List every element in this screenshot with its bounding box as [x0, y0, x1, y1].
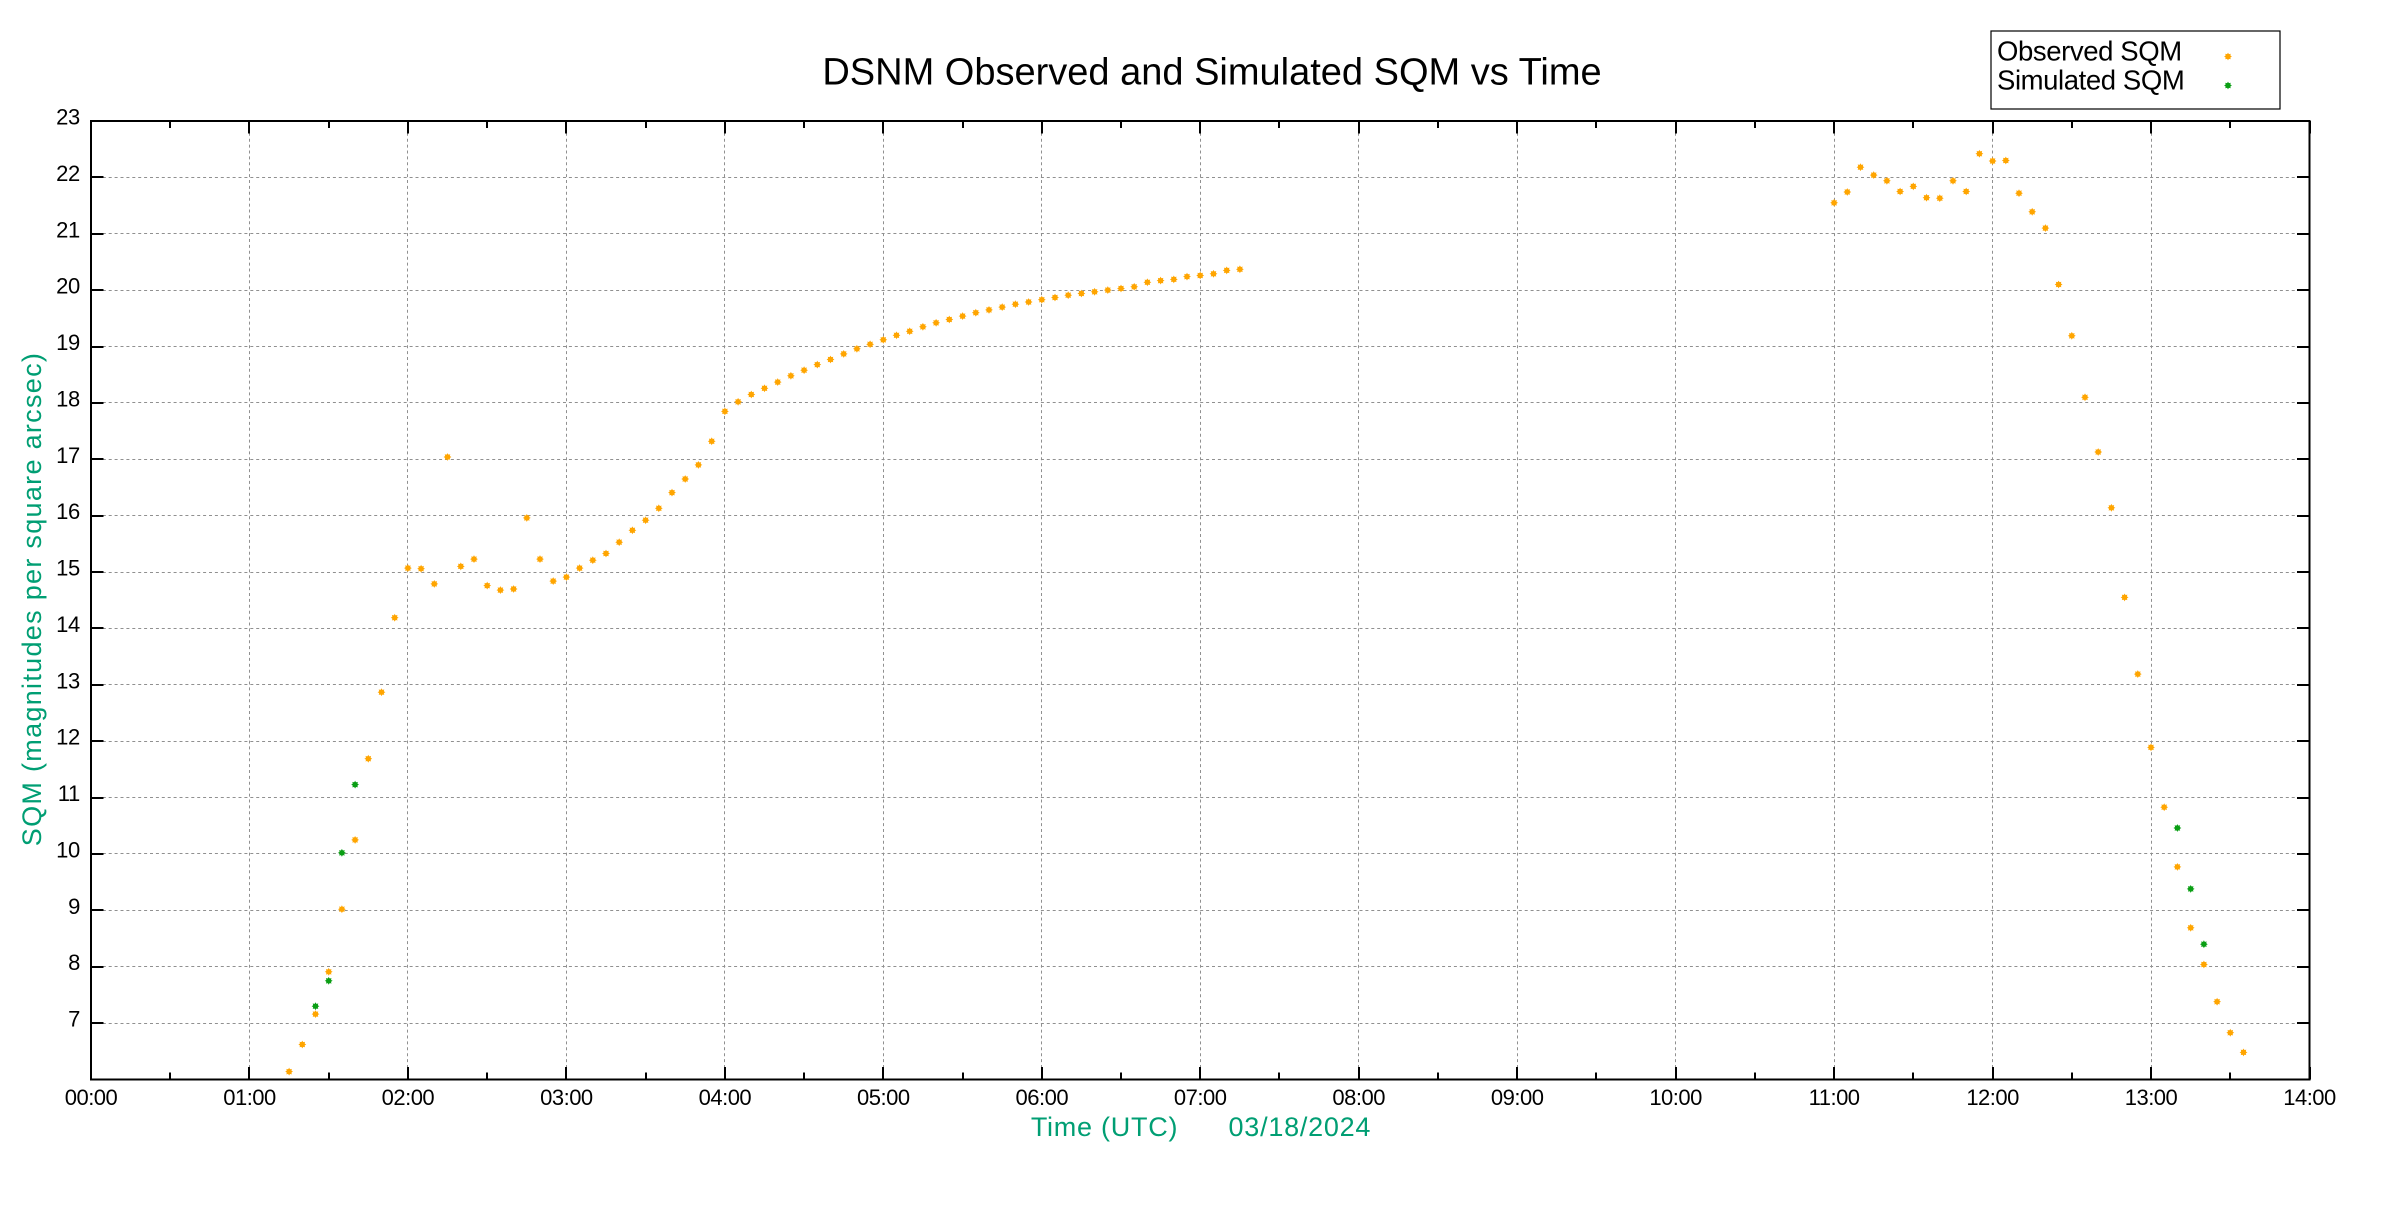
svg-text:09:00: 09:00 [1491, 1085, 1544, 1110]
svg-text:15: 15 [56, 556, 80, 581]
svg-text:21: 21 [56, 217, 80, 242]
svg-text:12: 12 [56, 725, 80, 750]
svg-text:03:00: 03:00 [540, 1085, 593, 1110]
svg-text:20: 20 [56, 274, 80, 299]
svg-text:04:00: 04:00 [699, 1085, 752, 1110]
svg-text:Time (UTC) 03/18/2024: Time (UTC) 03/18/2024 [1031, 1112, 1371, 1142]
svg-text:SQM (magnitudes per square arc: SQM (magnitudes per square arcsec) [17, 352, 47, 846]
svg-text:11:00: 11:00 [1809, 1085, 1860, 1110]
svg-text:19: 19 [56, 330, 80, 355]
svg-text:13:00: 13:00 [2125, 1085, 2178, 1110]
svg-text:9: 9 [68, 894, 80, 919]
svg-text:12:00: 12:00 [1966, 1085, 2019, 1110]
svg-text:14:00: 14:00 [2283, 1085, 2336, 1110]
svg-text:16: 16 [56, 499, 80, 524]
svg-text:Observed SQM: Observed SQM [1997, 36, 2182, 67]
svg-text:11: 11 [58, 781, 80, 806]
svg-text:06:00: 06:00 [1016, 1085, 1069, 1110]
svg-text:22: 22 [56, 161, 80, 186]
svg-text:13: 13 [56, 668, 80, 693]
svg-text:05:00: 05:00 [857, 1085, 910, 1110]
svg-text:07:00: 07:00 [1174, 1085, 1227, 1110]
svg-text:08:00: 08:00 [1332, 1085, 1385, 1110]
svg-text:00:00: 00:00 [65, 1085, 118, 1110]
svg-text:8: 8 [68, 950, 80, 975]
svg-text:18: 18 [56, 386, 80, 411]
svg-text:10: 10 [56, 838, 80, 863]
svg-text:14: 14 [56, 612, 80, 637]
svg-text:DSNM Observed and Simulated SQ: DSNM Observed and Simulated SQM vs Time [822, 52, 1601, 94]
svg-text:01:00: 01:00 [223, 1085, 276, 1110]
svg-text:10:00: 10:00 [1649, 1085, 1702, 1110]
svg-text:Simulated SQM: Simulated SQM [1997, 65, 2184, 96]
svg-text:02:00: 02:00 [382, 1085, 435, 1110]
svg-text:17: 17 [56, 443, 80, 468]
svg-text:7: 7 [68, 1007, 80, 1032]
svg-text:23: 23 [56, 105, 80, 130]
